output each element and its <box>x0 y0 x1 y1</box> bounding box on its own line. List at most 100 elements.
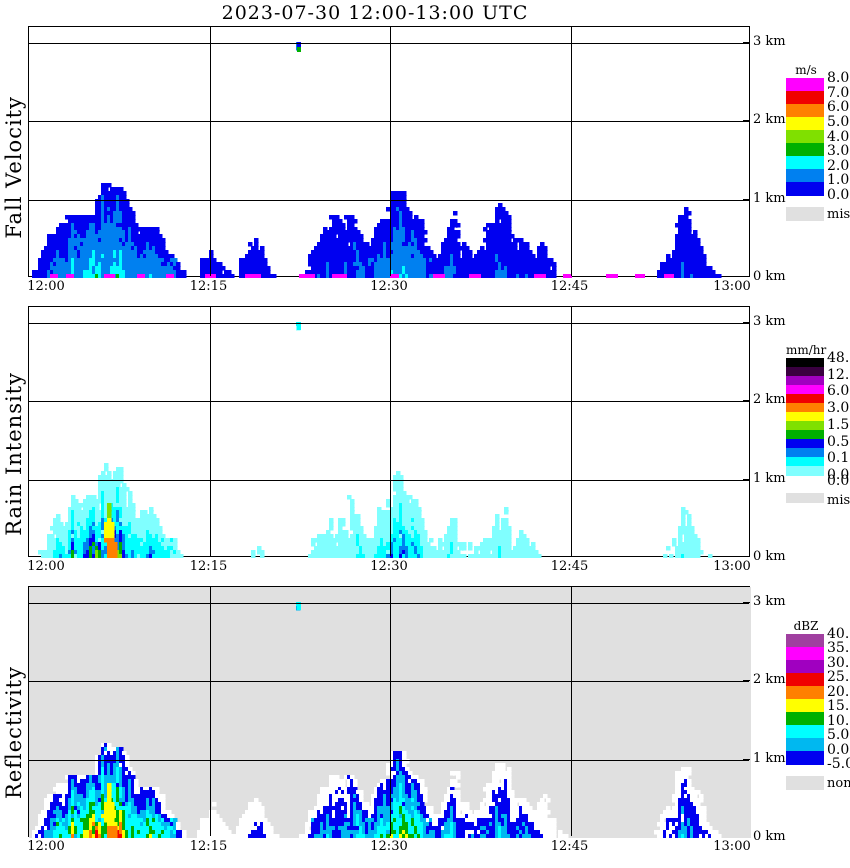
gridline-v-2 <box>390 27 391 276</box>
colorbar-label-reflectivity-6: 10.0 <box>827 712 850 729</box>
colorbar-swatch-fall-velocity-3 <box>786 117 824 131</box>
colorbar-label-reflectivity-2: 30.0 <box>827 654 850 671</box>
colorbar-swatch-rain-intensity-1 <box>786 367 824 377</box>
colorbar-label-fall-velocity-6: 2.0 <box>827 157 850 174</box>
colorbar-swatch-missing-reflectivity <box>786 776 824 790</box>
colorbar-label-rain-intensity-3: 3.0 <box>827 400 850 417</box>
gridline-v-3 <box>571 307 572 556</box>
colorbar-swatch-rain-intensity-7 <box>786 421 824 431</box>
y-tick-reflectivity-2: 2 km <box>753 672 786 688</box>
colorbar-label-rain-intensity-0: 48.0 <box>827 350 850 366</box>
y-tickmark-reflectivity-2 <box>743 680 750 682</box>
colorbar-swatch-fall-velocity-2 <box>786 104 824 118</box>
colorbar-swatch-fall-velocity-4 <box>786 130 824 144</box>
gridline-v-2 <box>390 307 391 556</box>
y-tickmark-rain-intensity-3 <box>743 321 750 323</box>
colorbar-swatch-rain-intensity-8 <box>786 430 824 440</box>
colorbar-swatch-missing-fall-velocity <box>786 207 824 221</box>
colorbar-swatch-fall-velocity-1 <box>786 91 824 105</box>
colorbar-swatch-reflectivity-8 <box>786 738 824 752</box>
colorbar-label-reflectivity-4: 20.0 <box>827 683 850 700</box>
colorbar-swatch-rain-intensity-11 <box>786 457 824 467</box>
x-tick-rain-intensity-2: 12:30 <box>370 559 408 574</box>
colorbar-label-reflectivity-8: 0.0 <box>827 741 850 758</box>
x-tick-reflectivity-1: 12:15 <box>189 839 228 854</box>
gridline-v-3 <box>571 27 572 276</box>
colorbar-swatch-reflectivity-3 <box>786 673 824 687</box>
colorbar-swatch-rain-intensity-0 <box>786 358 824 368</box>
gridline-v-1 <box>210 307 211 556</box>
colorbar-label-reflectivity-9: -5.0 <box>827 756 850 772</box>
colorbar-swatch-rain-intensity-4 <box>786 394 824 404</box>
gridline-h-1km <box>29 200 749 201</box>
colorbar-label-fall-velocity-0: 8.0 <box>827 70 850 86</box>
colorbar-label-rain-intensity-1: 12.0 <box>827 366 850 383</box>
colorbar-swatch-missing-rain-intensity <box>786 493 824 503</box>
colorbar-label-fall-velocity-5: 3.0 <box>827 143 850 160</box>
x-tick-fall-velocity-2: 12:30 <box>370 279 408 294</box>
y-tick-fall-velocity-0: 0 km <box>753 269 786 284</box>
colorbar-label-fall-velocity-4: 4.0 <box>827 128 850 145</box>
colorbar-swatch-fall-velocity-8 <box>786 182 824 196</box>
x-tick-fall-velocity-0: 12:00 <box>27 279 65 294</box>
colorbar-unit-fall-velocity: m/s <box>795 63 817 77</box>
gridline-h-2km <box>29 681 749 682</box>
x-tick-rain-intensity-3: 12:45 <box>550 559 589 574</box>
x-tick-fall-velocity-3: 12:45 <box>550 279 589 294</box>
y-tick-rain-intensity-0: 0 km <box>753 549 786 564</box>
colorbar-swatch-rain-intensity-12 <box>786 466 824 476</box>
colorbar-label-rain-intensity-4: 1.5 <box>827 416 850 433</box>
plot-area-fall-velocity <box>28 26 751 278</box>
colorbar-swatch-reflectivity-6 <box>786 712 824 726</box>
colorbar-swatch-fall-velocity-5 <box>786 143 824 157</box>
x-tick-reflectivity-0: 12:00 <box>27 839 65 854</box>
colorbar-label-reflectivity-1: 35.0 <box>827 640 850 657</box>
gridline-v-1 <box>210 587 211 836</box>
y-tick-rain-intensity-1: 1 km <box>753 470 786 486</box>
y-tickmark-fall-velocity-3 <box>743 41 750 43</box>
y-axis-label-rain-intensity: Rain Intensity <box>2 372 26 536</box>
y-tick-reflectivity-1: 1 km <box>753 750 786 766</box>
colorbar-label-rain-intensity-6: 0.1 <box>827 450 850 467</box>
colorbar-label-reflectivity-7: 5.0 <box>827 727 850 744</box>
y-tickmark-rain-intensity-1 <box>743 478 750 480</box>
colorbar-label-missing-fall-velocity: miss <box>827 207 850 222</box>
y-tick-fall-velocity-3: 3 km <box>753 33 786 49</box>
colorbar-label-missing-rain-intensity: miss <box>827 493 850 508</box>
gridline-h-3km <box>29 603 749 604</box>
gridline-v-3 <box>571 587 572 836</box>
x-tick-rain-intensity-4: 13:00 <box>713 559 751 574</box>
colorbar-swatch-rain-intensity-2 <box>786 376 824 386</box>
colorbar-swatch-rain-intensity-9 <box>786 439 824 449</box>
colorbar-swatch-reflectivity-7 <box>786 725 824 739</box>
y-tickmark-fall-velocity-2 <box>743 120 750 122</box>
y-axis-label-reflectivity: Reflectivity <box>2 666 26 799</box>
x-tick-fall-velocity-1: 12:15 <box>189 279 228 294</box>
y-axis-label-fall-velocity: Fall Velocity <box>2 96 26 239</box>
colorbar-label-fall-velocity-7: 1.0 <box>827 172 850 189</box>
x-tick-rain-intensity-0: 12:00 <box>27 559 65 574</box>
colorbar-label-rain-intensity-2: 6.0 <box>827 383 850 400</box>
x-tick-reflectivity-3: 12:45 <box>550 839 589 854</box>
colorbar-label-reflectivity-5: 15.0 <box>827 698 850 715</box>
colorbar-swatch-fall-velocity-0 <box>786 78 824 92</box>
colorbar-swatch-reflectivity-2 <box>786 660 824 674</box>
x-tick-rain-intensity-1: 12:15 <box>189 559 228 574</box>
page-title: 2023-07-30 12:00-13:00 UTC <box>221 2 529 24</box>
gridline-h-3km <box>29 43 749 44</box>
colorbar-label-rain-intensity-5: 0.5 <box>827 433 850 450</box>
y-tick-rain-intensity-2: 2 km <box>753 392 786 408</box>
colorbar-swatch-reflectivity-9 <box>786 751 824 765</box>
y-tick-rain-intensity-3: 3 km <box>753 313 786 329</box>
y-tick-reflectivity-3: 3 km <box>753 593 786 609</box>
x-tick-reflectivity-4: 13:00 <box>713 839 751 854</box>
colorbar-label-reflectivity-0: 40.0 <box>827 626 850 642</box>
gridline-v-1 <box>210 27 211 276</box>
colorbar-swatch-fall-velocity-7 <box>786 169 824 183</box>
x-tick-reflectivity-2: 12:30 <box>370 839 408 854</box>
y-tick-reflectivity-0: 0 km <box>753 829 786 844</box>
colorbar-swatch-reflectivity-1 <box>786 647 824 661</box>
colorbar-swatch-rain-intensity-5 <box>786 403 824 413</box>
gridline-h-1km <box>29 480 749 481</box>
